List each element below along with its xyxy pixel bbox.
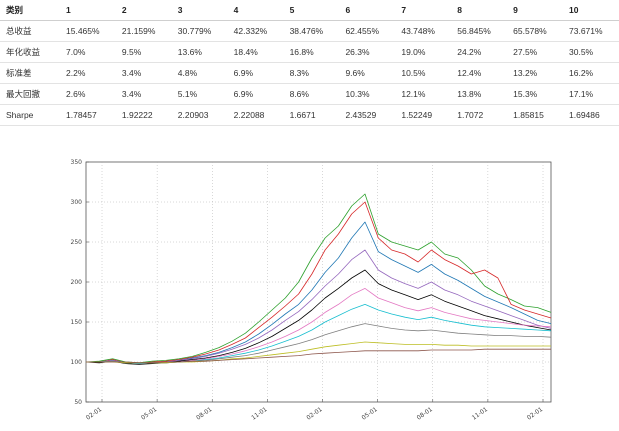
- table-cell: 1.78457: [60, 104, 116, 126]
- table-cell: 5.1%: [171, 83, 228, 105]
- column-header: 5: [283, 0, 340, 21]
- row-label: 最大回撤: [0, 83, 60, 105]
- table-row: 年化收益 7.0% 9.5% 13.6% 18.4% 16.8% 26.3% 19.0% 24.…: [0, 41, 619, 63]
- column-header: 2: [115, 0, 172, 21]
- table-cell: 1.6671: [283, 104, 340, 126]
- table-cell: 27.5%: [507, 41, 564, 63]
- table-cell: 1.7072: [451, 104, 508, 126]
- table-cell: 17.1%: [563, 83, 619, 105]
- x-tick-label: 08-01: [416, 406, 434, 422]
- table-cell: 1.92222: [115, 104, 172, 126]
- stats-table: 类别 1 2 3 4 5 6 7 8 9 10 总收益 15.465% 21.159% 30.779% 42…: [0, 0, 619, 126]
- column-header: 7: [395, 0, 452, 21]
- table-cell: 30.5%: [563, 41, 619, 63]
- series-line: [86, 341, 551, 364]
- table-cell: 30.779%: [171, 20, 228, 42]
- table-cell: 2.43529: [339, 104, 396, 126]
- row-label: 总收益: [0, 20, 60, 42]
- table-cell: 2.22088: [227, 104, 284, 126]
- table-cell: 13.6%: [171, 41, 228, 63]
- table-cell: 8.3%: [283, 62, 340, 84]
- y-tick-label: 100: [71, 359, 83, 366]
- table-cell: 15.3%: [507, 83, 564, 105]
- column-header: 10: [563, 0, 619, 21]
- table-cell: 13.8%: [451, 83, 508, 105]
- table-cell: 13.2%: [507, 62, 564, 84]
- table-cell: 10.3%: [339, 83, 396, 105]
- column-header: 3: [171, 0, 228, 21]
- column-header: 9: [507, 0, 564, 21]
- series-line: [86, 348, 551, 364]
- table-cell: 4.8%: [171, 62, 228, 84]
- table-cell: 16.2%: [563, 62, 619, 84]
- table-cell: 6.9%: [227, 62, 284, 84]
- table-cell: 8.6%: [283, 83, 340, 105]
- table-row: Sharpe 1.78457 1.92222 2.20903 2.22088 1.6671…: [0, 104, 619, 126]
- table-cell: 12.1%: [395, 83, 452, 105]
- table-cell: 62.455%: [339, 20, 396, 42]
- row-label: 年化收益: [0, 41, 60, 63]
- column-header: 8: [451, 0, 508, 21]
- table-cell: 6.9%: [227, 83, 284, 105]
- table-cell: 12.4%: [451, 62, 508, 84]
- table-row: 总收益 15.465% 21.159% 30.779% 42.332% 38.476% 62…: [0, 20, 619, 42]
- x-tick-label: 08-01: [195, 406, 213, 422]
- column-header: 4: [227, 0, 284, 21]
- table-cell: 24.2%: [451, 41, 508, 63]
- table-cell: 3.4%: [115, 83, 172, 105]
- table-cell: 16.8%: [283, 41, 340, 63]
- x-tick-label: 05-01: [140, 406, 158, 422]
- column-header: 类别: [0, 0, 60, 21]
- table-cell: 43.748%: [395, 20, 452, 42]
- table-cell: 2.6%: [60, 83, 116, 105]
- table-cell: 15.465%: [60, 20, 116, 42]
- line-chart: 50 100 150 200 250 300 350 02-01 05-01 08-01 11-01…: [71, 159, 552, 422]
- table-body: 总收益 15.465% 21.159% 30.779% 42.332% 38.476% 62…: [0, 20, 619, 126]
- series-line: [85, 193, 552, 364]
- table-cell: 65.578%: [507, 20, 564, 42]
- y-tick-label: 200: [71, 279, 83, 286]
- table-cell: 56.845%: [451, 20, 508, 42]
- table-cell: 73.671%: [563, 20, 619, 42]
- table-cell: 2.2%: [60, 62, 116, 84]
- table-row: 最大回撤 2.6% 3.4% 5.1% 6.9% 8.6% 10.3% 12.1% 13.8% 1…: [0, 83, 619, 105]
- series-line: [86, 201, 552, 364]
- table-cell: 19.0%: [395, 41, 452, 63]
- table-cell: 18.4%: [227, 41, 284, 63]
- row-label: Sharpe: [0, 104, 60, 126]
- table-cell: 2.20903: [171, 104, 228, 126]
- x-tick-label: 11-01: [471, 406, 489, 422]
- x-tick-label: 11-01: [250, 406, 268, 422]
- column-header: 1: [60, 0, 116, 21]
- x-tick-label: 02-01: [305, 406, 323, 422]
- table-cell: 38.476%: [283, 20, 340, 42]
- table-cell: 7.0%: [60, 41, 116, 63]
- table-cell: 9.6%: [339, 62, 396, 84]
- table-cell: 26.3%: [339, 41, 396, 63]
- table-cell: 3.4%: [115, 62, 172, 84]
- table-cell: 42.332%: [227, 20, 284, 42]
- table-cell: 21.159%: [115, 20, 172, 42]
- table-cell: 1.85815: [507, 104, 564, 126]
- x-tick-label: 02-01: [85, 406, 103, 422]
- y-tick-label: 250: [71, 239, 83, 246]
- y-tick-label: 300: [71, 199, 83, 206]
- x-tick-label: 02-01: [526, 406, 544, 422]
- row-label: 标准差: [0, 62, 60, 84]
- y-tick-label: 150: [71, 319, 83, 326]
- table-header-row: 类别 1 2 3 4 5 6 7 8 9 10: [0, 0, 619, 21]
- y-tick-label: 50: [74, 399, 82, 406]
- table-cell: 9.5%: [115, 41, 172, 63]
- table-cell: 1.69486: [563, 104, 619, 126]
- y-tick-label: 350: [71, 159, 83, 166]
- table-cell: 10.5%: [395, 62, 452, 84]
- column-header: 6: [339, 0, 396, 21]
- x-tick-label: 05-01: [360, 406, 378, 422]
- table-row: 标准差 2.2% 3.4% 4.8% 6.9% 8.3% 9.6% 10.5% 12.4% 13.…: [0, 62, 619, 84]
- table-cell: 1.52249: [395, 104, 452, 126]
